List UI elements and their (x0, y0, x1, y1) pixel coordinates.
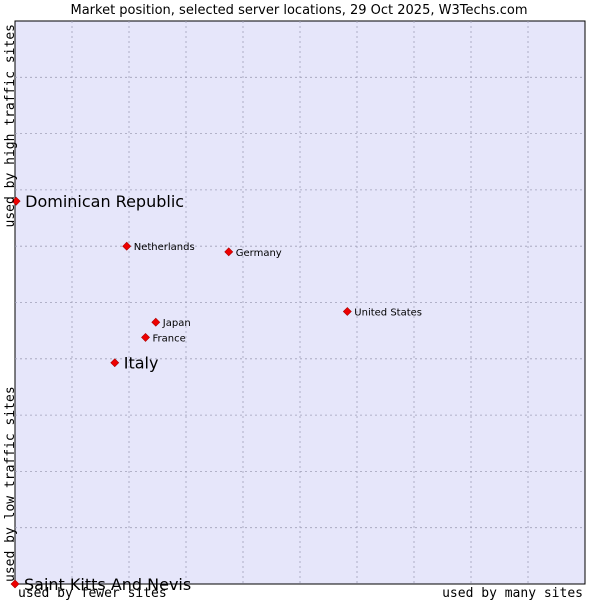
x-axis-label-left: used by fewer sites (18, 586, 167, 600)
point-label-dominican-republic: Dominican Republic (25, 192, 184, 211)
point-label-united-states: United States (354, 308, 422, 319)
data-points: Dominican Republic Netherlands Germany Unit… (10, 192, 422, 594)
point-marker-netherlands (122, 241, 132, 251)
point-label-saint-kitts-and-nevis: Saint Kitts And Nevis (24, 575, 191, 594)
point-marker-france (141, 332, 150, 342)
chart-title: Market position, selected server locatio… (70, 3, 527, 18)
y-axis-label-bottom: used by low traffic sites (3, 386, 18, 582)
point-marker-italy (110, 358, 120, 368)
point-marker-dominican-republic (11, 196, 21, 206)
point-label-japan: Japan (162, 318, 191, 329)
point-label-germany: Germany (236, 248, 282, 259)
x-axis-label-right: used by many sites (442, 586, 583, 600)
point-marker-germany (224, 247, 234, 257)
point-marker-japan (151, 317, 161, 327)
point-label-france: France (153, 333, 186, 344)
point-marker-saint-kitts-and-nevis (10, 579, 20, 589)
point-label-netherlands: Netherlands (134, 242, 195, 253)
point-marker-united-states (342, 307, 352, 316)
grid-lines (15, 21, 585, 584)
y-axis-label-top: used by high traffic sites (3, 24, 18, 228)
point-label-italy: Italy (124, 354, 159, 373)
